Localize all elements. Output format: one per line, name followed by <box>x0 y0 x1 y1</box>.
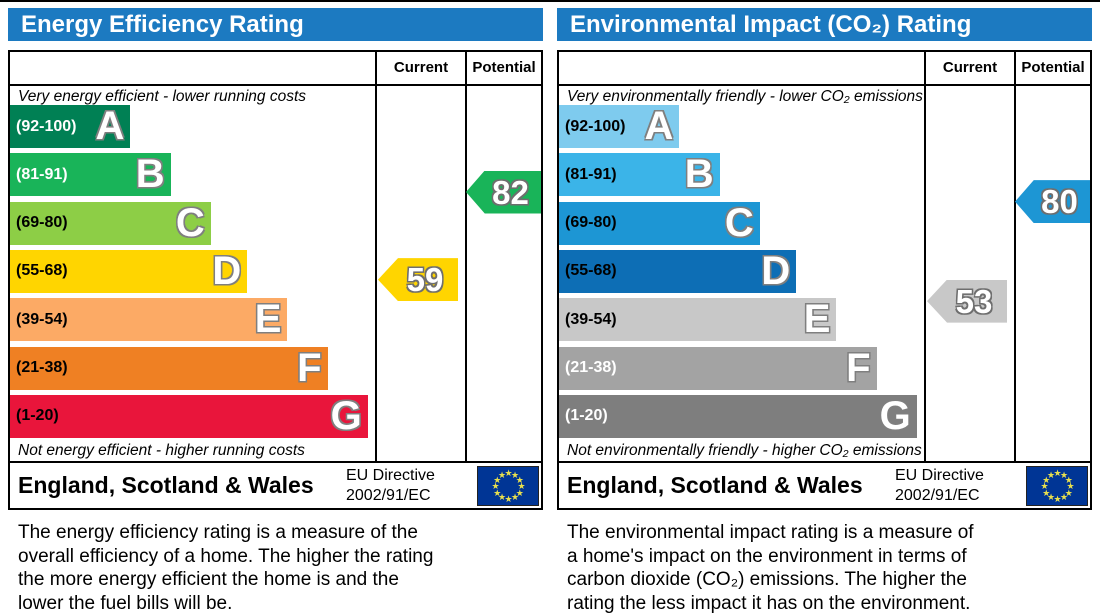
rating-band-a: (92-100) A <box>10 105 130 148</box>
rating-band-d: (55-68) D <box>10 250 247 293</box>
rating-band-e: (39-54) E <box>559 298 836 341</box>
band-range-label: (81-91) <box>559 166 617 184</box>
description-line: lower the fuel bills will be. <box>18 592 433 615</box>
band-letter: D <box>761 250 790 292</box>
rating-bands: (92-100) A (81-91) B (69-80) C (55-68) D (39-54)… <box>559 52 924 461</box>
band-range-label: (55-68) <box>559 262 617 280</box>
region-label: England, Scotland & Wales <box>567 463 863 508</box>
eu-flag-icon: ★★★★★★★★★★★★ <box>1026 466 1088 506</box>
description-line: rating the less impact it has on the env… <box>567 592 974 615</box>
description-line: The energy efficiency rating is a measur… <box>18 521 433 545</box>
eu-directive-label: EU Directive 2002/91/EC <box>346 466 435 506</box>
band-letter: G <box>331 395 362 437</box>
current-column: Current <box>924 52 1014 461</box>
description-line: The environmental impact rating is a mea… <box>567 521 974 545</box>
band-letter: C <box>176 202 205 244</box>
environmental-impact-panel: Environmental Impact (CO₂) Rating Curren… <box>557 0 1092 612</box>
rating-band-e: (39-54) E <box>10 298 287 341</box>
band-range-label: (1-20) <box>559 407 608 425</box>
rating-band-d: (55-68) D <box>559 250 796 293</box>
panel-title: Energy Efficiency Rating <box>8 8 543 41</box>
band-range-label: (21-38) <box>10 359 68 377</box>
eu-directive-line1: EU Directive <box>346 466 435 486</box>
potential-column-header: Potential <box>467 52 541 84</box>
table-footer: England, Scotland & Wales EU Directive 2… <box>10 463 541 508</box>
bottom-caption: Not energy efficient - higher running co… <box>18 442 305 460</box>
rating-band-b: (81-91) B <box>559 153 720 196</box>
environmental-description-text: The environmental impact rating is a mea… <box>567 521 974 615</box>
band-letter: F <box>297 347 321 389</box>
energy-title-bar: Energy Efficiency Rating <box>8 8 543 41</box>
environmental-title-bar: Environmental Impact (CO₂) Rating <box>557 8 1092 41</box>
band-range-label: (39-54) <box>559 311 617 329</box>
band-letter: E <box>255 298 282 340</box>
band-letter: B <box>685 153 714 195</box>
region-label: England, Scotland & Wales <box>18 463 314 508</box>
band-letter: C <box>725 202 754 244</box>
band-range-label: (21-38) <box>559 359 617 377</box>
eu-directive-line1: EU Directive <box>895 466 984 486</box>
band-letter: F <box>846 347 870 389</box>
bottom-caption: Not environmentally friendly - higher CO… <box>567 442 922 460</box>
band-range-label: (92-100) <box>559 118 625 136</box>
band-letter: G <box>880 395 911 437</box>
eu-star: ★ <box>1047 471 1055 479</box>
rating-band-f: (21-38) F <box>10 347 328 390</box>
rating-band-a: (92-100) A <box>559 105 679 148</box>
band-letter: D <box>212 250 241 292</box>
rating-band-c: (69-80) C <box>559 202 760 245</box>
potential-column: Potential <box>1014 52 1090 461</box>
band-range-label: (1-20) <box>10 407 59 425</box>
rating-bands: (92-100) A (81-91) B (69-80) C (55-68) D (39-54)… <box>10 52 375 461</box>
band-range-label: (69-80) <box>559 214 617 232</box>
band-letter: E <box>804 298 831 340</box>
band-range-label: (92-100) <box>10 118 76 136</box>
rating-band-g: (1-20) G <box>559 395 917 438</box>
band-range-label: (39-54) <box>10 311 68 329</box>
band-letter: B <box>136 153 165 195</box>
band-letter: A <box>96 105 125 147</box>
rating-band-c: (69-80) C <box>10 202 211 245</box>
environmental-rating-table: Current Potential Very environmentally f… <box>557 50 1092 510</box>
energy-description-text: The energy efficiency rating is a measur… <box>18 521 433 615</box>
band-range-label: (81-91) <box>10 166 68 184</box>
description-line: carbon dioxide (CO₂) emissions. The high… <box>567 568 974 592</box>
eu-directive-line2: 2002/91/EC <box>346 486 435 506</box>
description-line: a home's impact on the environment in te… <box>567 545 974 569</box>
energy-rating-table: Current Potential Very energy efficient … <box>8 50 543 510</box>
band-range-label: (55-68) <box>10 262 68 280</box>
energy-efficiency-panel: Energy Efficiency Rating Current Potenti… <box>8 0 543 612</box>
band-range-label: (69-80) <box>10 214 68 232</box>
potential-column-header: Potential <box>1016 52 1090 84</box>
eu-flag-icon: ★★★★★★★★★★★★ <box>477 466 539 506</box>
table-footer: England, Scotland & Wales EU Directive 2… <box>559 463 1090 508</box>
panel-title: Environmental Impact (CO₂) Rating <box>557 8 1092 41</box>
eu-directive-line2: 2002/91/EC <box>895 486 984 506</box>
description-line: the more energy efficient the home is an… <box>18 568 433 592</box>
rating-band-f: (21-38) F <box>559 347 877 390</box>
rating-band-b: (81-91) B <box>10 153 171 196</box>
rating-band-g: (1-20) G <box>10 395 368 438</box>
eu-star: ★ <box>498 471 506 479</box>
current-column: Current <box>375 52 465 461</box>
band-letter: A <box>645 105 674 147</box>
description-line: overall efficiency of a home. The higher… <box>18 545 433 569</box>
current-column-header: Current <box>377 52 465 84</box>
current-column-header: Current <box>926 52 1014 84</box>
potential-column: Potential <box>465 52 541 461</box>
eu-directive-label: EU Directive 2002/91/EC <box>895 466 984 506</box>
